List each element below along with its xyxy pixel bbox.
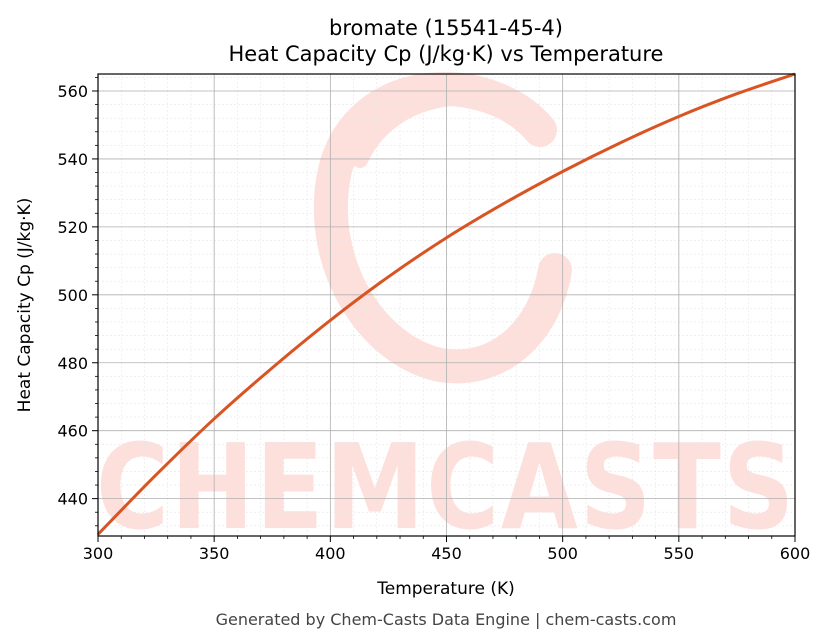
y-tick-label: 500	[57, 286, 88, 305]
series-line	[96, 72, 796, 536]
x-axis-label: Temperature (K)	[376, 579, 515, 599]
x-tick-label: 550	[664, 544, 695, 563]
y-ticks: 440 460 480 500 520 540 560	[57, 76, 98, 527]
watermark-text: CHEMCASTS	[96, 418, 796, 556]
y-tick-label: 440	[57, 490, 88, 509]
watermark-logo-icon	[313, 72, 572, 384]
y-tick-label: 520	[57, 218, 88, 237]
watermark: CHEMCASTS	[96, 72, 796, 556]
footer-text: Generated by Chem-Casts Data Engine | ch…	[216, 610, 677, 629]
x-tick-label: 500	[547, 544, 578, 563]
y-tick-label: 560	[57, 82, 88, 101]
x-tick-label: 400	[315, 544, 346, 563]
y-tick-label: 480	[57, 354, 88, 373]
x-tick-label: 450	[431, 544, 462, 563]
y-tick-label: 460	[57, 422, 88, 441]
x-tick-label: 300	[83, 544, 114, 563]
chart-title: bromate (15541-45-4)	[329, 16, 563, 40]
x-tick-label: 600	[780, 544, 811, 563]
x-ticks: 300 350 400 450 500 550 600	[83, 536, 811, 563]
y-tick-label: 540	[57, 150, 88, 169]
y-axis-label: Heat Capacity Cp (J/kg·K)	[15, 198, 35, 413]
x-tick-label: 350	[199, 544, 230, 563]
chart-subtitle: Heat Capacity Cp (J/kg·K) vs Temperature	[229, 42, 664, 66]
